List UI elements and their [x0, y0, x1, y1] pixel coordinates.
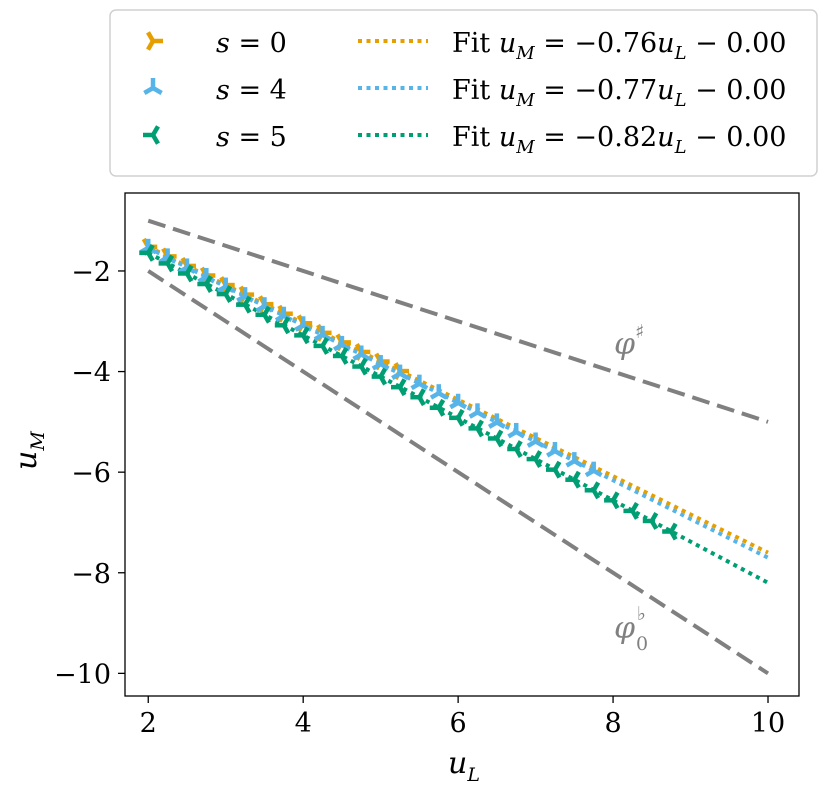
data-point-s2 [391, 378, 407, 397]
data-point-s2 [623, 501, 639, 520]
bound-line-phi-flat-0 [147, 269, 770, 676]
legend-label-series: s = 5 [216, 122, 287, 153]
y-tick-label: −4 [71, 358, 111, 389]
data-point-s2 [410, 388, 426, 407]
data-point-s1 [371, 355, 390, 371]
data-point-s2 [216, 285, 233, 304]
legend-label-series: s = 0 [216, 28, 287, 59]
data-point-s1 [391, 364, 409, 381]
data-point-s2 [642, 512, 659, 530]
data-point-s1 [507, 422, 526, 439]
data-point-s2 [468, 419, 484, 438]
data-point-s2 [429, 398, 446, 417]
legend-marker-s0 [146, 31, 163, 51]
y-tick-label: −8 [71, 559, 111, 590]
data-point-s1 [410, 374, 429, 391]
x-tick-label: 10 [751, 708, 785, 739]
data-point-s1 [429, 384, 448, 400]
data-point-s1 [565, 452, 584, 468]
data-point-s1 [468, 403, 487, 419]
data-point-s1 [487, 413, 506, 429]
x-tick-label: 8 [604, 708, 621, 739]
data-point-s1 [313, 325, 332, 342]
data-point-s2 [584, 481, 601, 500]
data-point-s2 [158, 254, 175, 273]
data-point-s2 [139, 243, 155, 262]
data-point-s2 [313, 336, 330, 355]
annotation-phi-flat: φ ♭ 0 [614, 603, 648, 655]
legend-label-fit: Fit uM = −0.77uL − 0.00 [452, 75, 786, 111]
plot-area: φ♯ φ ♭ 0 2 4 6 8 10 −2 −4 −6 −8 −10 uL uM [9, 192, 800, 786]
data-point-s2 [507, 440, 523, 458]
legend-frame [109, 9, 818, 177]
annotation-phi-sharp: φ♯ [614, 321, 644, 362]
y-tick-label: −2 [71, 257, 111, 288]
x-tick-label: 2 [140, 708, 157, 739]
data-point-s2 [545, 460, 562, 479]
x-tick-label: 4 [295, 708, 312, 739]
data-point-s1 [449, 393, 468, 410]
data-point-s2 [565, 470, 581, 489]
legend-marker-s1 [143, 78, 163, 95]
y-tick-label: −6 [71, 458, 111, 489]
data-point-s1 [546, 442, 564, 458]
legend: s = 0 s = 4 s = 5 Fit uM = −0.76uL − 0.00 F… [109, 9, 818, 177]
y-axis-label: uM [9, 431, 49, 470]
data-point-s2 [352, 357, 368, 376]
data-point-s2 [197, 275, 213, 293]
legend-label-fit: Fit uM = −0.76uL − 0.00 [452, 28, 786, 64]
legend-label-series: s = 4 [216, 75, 287, 106]
data-point-s1 [584, 461, 603, 478]
data-point-s2 [177, 264, 194, 283]
legend-label-fit: Fit uM = −0.82uL − 0.00 [452, 122, 786, 158]
x-tick-label: 6 [450, 708, 467, 739]
data-point-s1 [526, 432, 545, 448]
data-point-s1 [333, 335, 351, 352]
data-point-s2 [294, 326, 310, 345]
data-point-s2 [274, 316, 291, 335]
legend-marker-s2 [143, 125, 160, 145]
data-point-s2 [526, 450, 543, 469]
data-point-s2 [604, 491, 620, 510]
data-point-s1 [352, 345, 371, 361]
data-point-s2 [487, 429, 504, 448]
bound-line-phi-sharp [147, 218, 769, 424]
data-point-s2 [371, 367, 388, 386]
data-point-s2 [236, 295, 252, 314]
data-point-s2 [255, 305, 271, 324]
y-tick-label: −10 [54, 659, 111, 690]
data-point-s2 [332, 347, 349, 365]
data-point-s2 [449, 408, 465, 427]
data-point-s2 [662, 522, 678, 541]
x-axis-label: uL [448, 746, 480, 786]
axes-frame [124, 192, 800, 697]
